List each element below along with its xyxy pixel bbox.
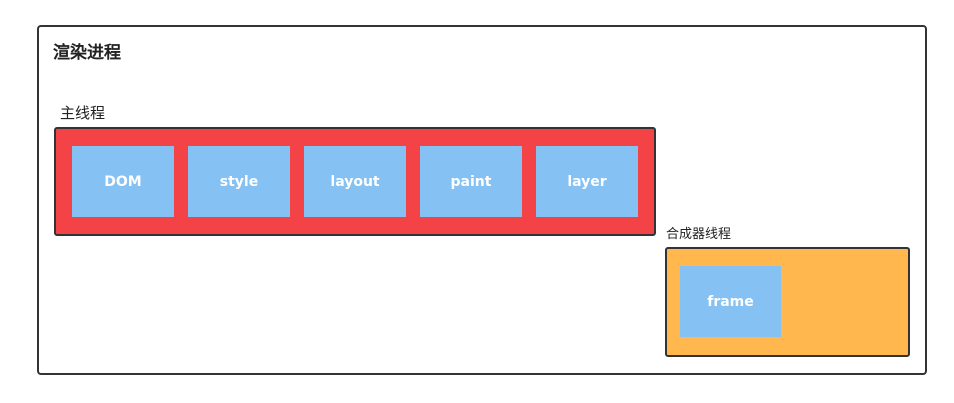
frame-block: frame: [680, 266, 781, 337]
step-paint: paint: [420, 146, 522, 217]
step-dom: DOM: [72, 146, 174, 217]
main-thread-label: 主线程: [60, 104, 106, 122]
renderer-process-title: 渲染进程: [53, 43, 121, 63]
compositor-thread-label: 合成器线程: [666, 227, 732, 242]
step-layout: layout: [304, 146, 406, 217]
step-style: style: [188, 146, 290, 217]
step-layer: layer: [536, 146, 638, 217]
